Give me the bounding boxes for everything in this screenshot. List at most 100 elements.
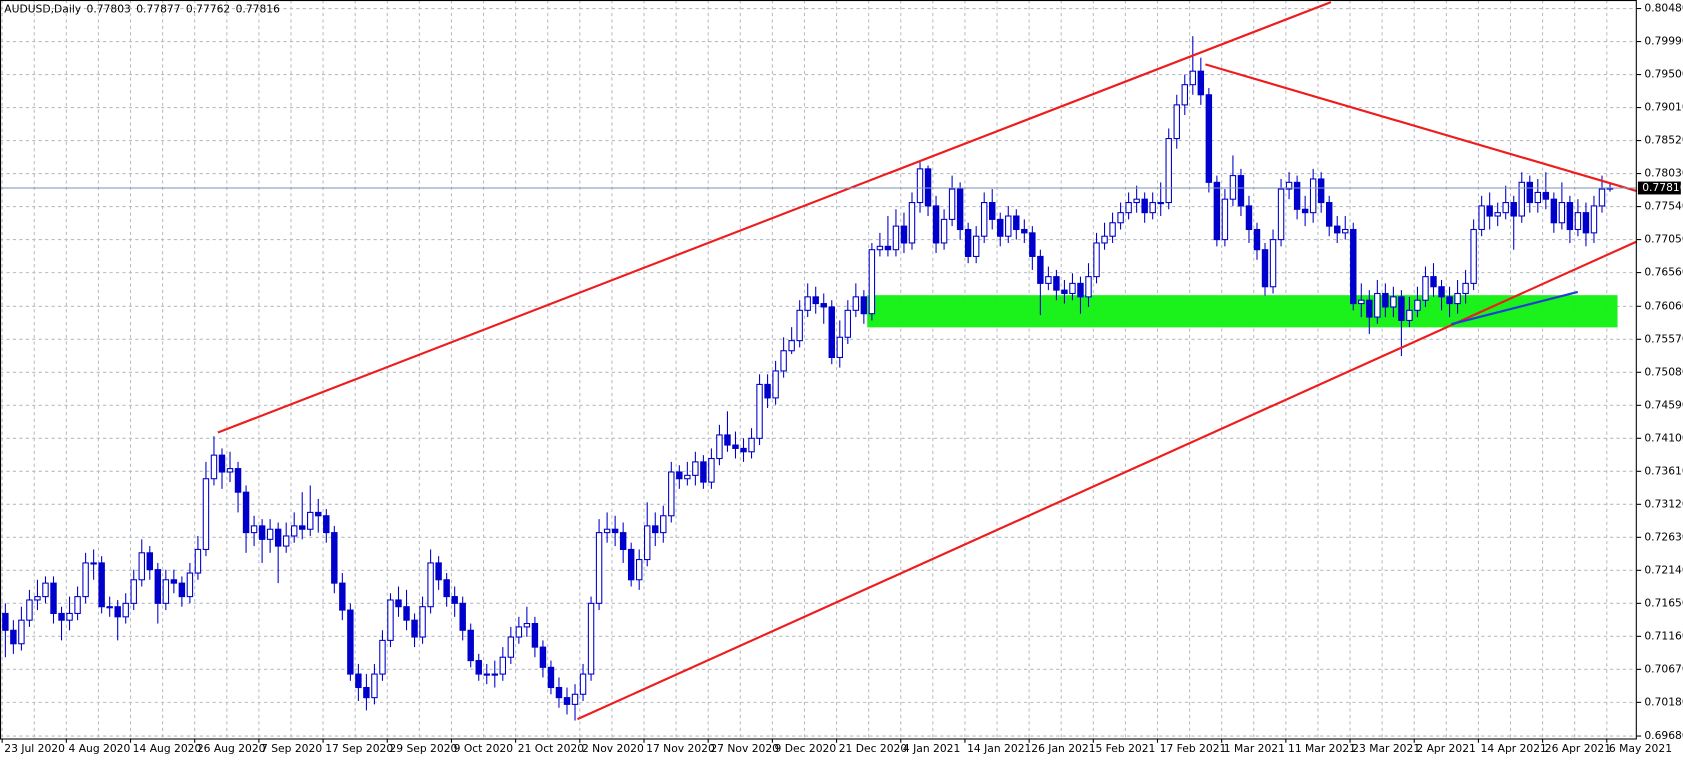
plot-frame <box>0 0 1637 740</box>
candle-body-down <box>700 461 707 483</box>
x-tick-label: 17 Sep 2020 <box>325 742 393 755</box>
candle-body-down <box>403 606 410 621</box>
x-tick-label: 7 Sep 2020 <box>261 742 322 755</box>
x-tick-label: 4 Jan 2021 <box>903 742 960 755</box>
candle-body-down <box>154 569 162 604</box>
x-tick-label: 26 Apr 2021 <box>1545 742 1611 755</box>
candle-body-up <box>972 235 980 257</box>
candle-body-up <box>1093 242 1100 278</box>
candle-body-down <box>451 596 458 604</box>
x-tick-label: 9 Dec 2020 <box>775 742 837 755</box>
candle-body-up <box>876 245 884 251</box>
support-zone <box>867 295 1618 328</box>
candle-body-down <box>1430 276 1437 288</box>
candle-body-down <box>331 532 338 584</box>
candle-body-down <box>619 532 627 550</box>
candle-body-up <box>1069 282 1076 295</box>
candle-body-up <box>1229 175 1237 200</box>
blue-trend-line <box>1450 290 1579 326</box>
candle-body-down <box>812 296 819 305</box>
candle-body-down <box>1053 276 1060 291</box>
candle-body-down <box>900 225 908 244</box>
candle-body-down <box>1582 212 1590 234</box>
descending-trend-line <box>1205 63 1638 193</box>
candle-body-up <box>1494 212 1501 217</box>
candle-body-down <box>1317 178 1325 204</box>
candle-body-up <box>74 596 81 614</box>
candle-body-down <box>258 525 266 540</box>
candle-body-down <box>997 218 1004 237</box>
candle-body-down <box>178 582 186 598</box>
candle-body-up <box>1478 205 1485 231</box>
candle-body-down <box>1013 215 1020 231</box>
candle-body-up <box>948 188 956 220</box>
candle-body-up <box>1518 181 1525 217</box>
x-tick-label: 23 Jul 2020 <box>4 742 65 755</box>
candle-body-down <box>58 612 65 621</box>
candle-body-up <box>804 296 811 311</box>
candle-body-down <box>1205 94 1213 183</box>
x-tick-label: 17 Nov 2020 <box>646 742 715 755</box>
candle-body-down <box>435 562 442 581</box>
candle-body-up <box>684 474 691 480</box>
candle-body-up <box>1358 299 1365 305</box>
candle-layer <box>2 36 1614 721</box>
candle-body-up <box>635 559 643 581</box>
candle-body-down <box>234 468 242 493</box>
candle-body-up <box>1309 178 1317 214</box>
x-tick-label: 27 Nov 2020 <box>710 742 779 755</box>
candle-body-down <box>411 619 418 638</box>
candle-body-down <box>1526 181 1534 204</box>
candle-body-down <box>539 646 547 668</box>
candle-body-up <box>1117 212 1124 224</box>
candle-body-down <box>1566 202 1574 231</box>
candle-body-down <box>274 528 282 547</box>
y-tick-label: 0.69680 <box>1644 729 1683 742</box>
candle-body-down <box>1077 282 1084 298</box>
candle-body-up <box>138 552 145 581</box>
candle-body-up <box>1462 282 1469 295</box>
candle-body-down <box>547 666 555 689</box>
candle-body-down <box>98 562 105 608</box>
candle-body-down <box>531 623 539 648</box>
header-open: 0.77803 <box>87 3 131 16</box>
candle-body-down <box>740 447 747 453</box>
candle-body-up <box>186 572 194 598</box>
candle-body-up <box>796 309 803 342</box>
candle-body-up <box>106 606 113 609</box>
candle-body-up <box>644 525 651 561</box>
candle-body-up <box>66 612 73 621</box>
candle-body-up <box>1085 276 1092 298</box>
candle-body-down <box>964 228 972 257</box>
candle-body-down <box>1510 202 1517 217</box>
candle-body-down <box>218 454 226 473</box>
candle-body-up <box>1502 202 1509 214</box>
candle-body-up <box>42 582 49 598</box>
candle-body-up <box>836 336 844 359</box>
x-tick-label: 14 Aug 2020 <box>133 742 202 755</box>
candle-body-down <box>363 686 370 699</box>
candle-body-up <box>587 602 595 675</box>
candle-body-up <box>1285 181 1293 190</box>
header-low: 0.77762 <box>186 3 230 16</box>
candle-body-up <box>1189 70 1197 86</box>
candle-body-up <box>579 673 587 695</box>
x-tick-label: 14 Apr 2021 <box>1481 742 1547 755</box>
candle-body-down <box>828 306 835 359</box>
candle-body-up <box>916 168 924 204</box>
candle-body-down <box>652 525 659 534</box>
candle-body-down <box>459 602 466 631</box>
candle-body-up <box>122 602 129 618</box>
candle-body-down <box>1213 181 1221 241</box>
candle-body-up <box>908 202 916 244</box>
chart-title: AUDUSD,Daily <box>4 3 82 16</box>
x-tick-label: 21 Dec 2020 <box>839 742 908 755</box>
